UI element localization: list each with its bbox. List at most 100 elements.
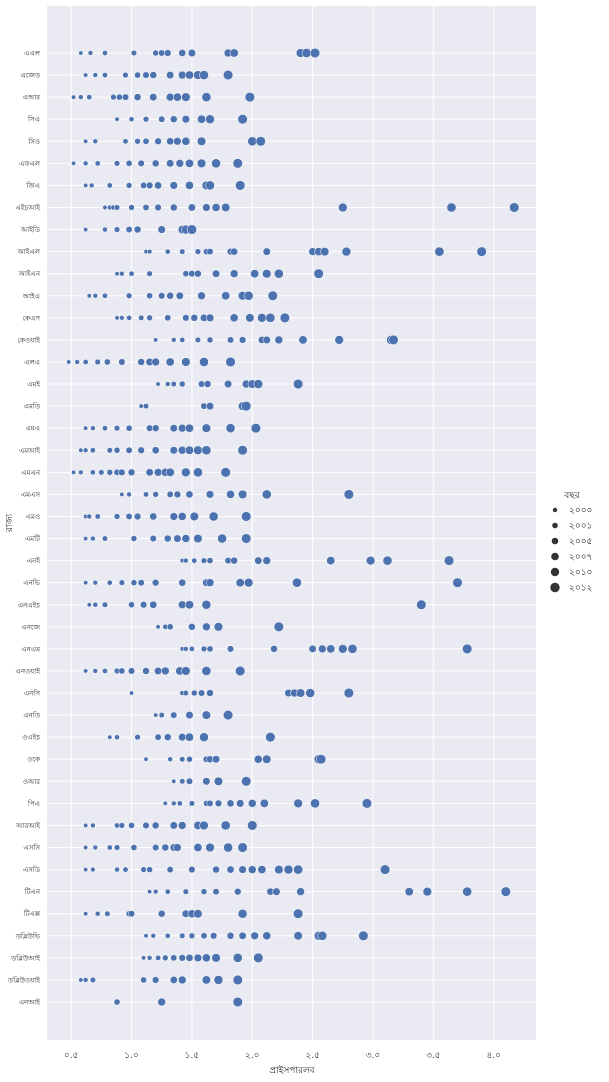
data-point [217, 533, 227, 544]
data-point [183, 646, 189, 652]
data-point [248, 799, 257, 808]
data-point [157, 997, 166, 1007]
data-point [203, 380, 212, 388]
data-point [265, 732, 276, 743]
data-point [94, 358, 101, 366]
data-point [130, 49, 137, 57]
data-point [206, 645, 214, 653]
data-point [137, 159, 145, 167]
data-point [83, 845, 89, 850]
data-point [94, 513, 101, 520]
data-point [232, 158, 243, 169]
y-tick-label: এমও [26, 513, 40, 521]
data-point [188, 800, 195, 807]
data-point [152, 491, 159, 498]
data-point [185, 600, 194, 610]
data-point [186, 756, 193, 763]
data-point [83, 72, 89, 78]
data-point [152, 976, 160, 984]
data-point [142, 137, 150, 145]
y-tick-label: এনভি [23, 579, 41, 587]
data-point [78, 50, 84, 56]
data-point [92, 293, 98, 299]
data-point [170, 115, 178, 123]
data-point [200, 888, 208, 895]
data-point [178, 733, 187, 742]
data-point [178, 380, 186, 388]
data-point [83, 536, 89, 541]
data-point [158, 712, 165, 719]
data-point [229, 269, 239, 278]
y-tick-label: টিএক্স [23, 909, 41, 918]
y-tick-label: এনজে [21, 623, 40, 631]
data-point [189, 646, 195, 652]
data-point [66, 359, 72, 365]
data-point [95, 911, 101, 917]
data-point [201, 423, 211, 433]
data-point [119, 315, 125, 321]
data-point [161, 843, 170, 852]
data-point [193, 445, 203, 455]
data-point [149, 93, 158, 102]
y-tick-label: এমটি [25, 534, 40, 543]
data-point [245, 313, 255, 323]
data-point [178, 821, 187, 830]
data-point [229, 313, 239, 323]
data-point [101, 535, 108, 542]
data-point [90, 425, 96, 431]
data-point [326, 644, 336, 654]
y-tick-label: এমডি [24, 403, 41, 411]
data-point [198, 380, 206, 388]
data-point [341, 246, 352, 257]
data-point [114, 866, 120, 873]
x-tick-label: ২.০ [245, 1051, 260, 1061]
x-tick-label: ০.৫ [64, 1051, 79, 1061]
data-point [293, 931, 303, 941]
data-point [181, 92, 191, 102]
y-tick-label: এমআই [19, 447, 40, 455]
data-point [237, 842, 248, 853]
data-point [83, 668, 89, 674]
data-point [125, 446, 133, 454]
data-point [154, 666, 163, 675]
data-point [170, 711, 178, 719]
y-tick-label: কেএস [22, 314, 40, 322]
data-point [250, 931, 259, 940]
data-point [162, 954, 169, 962]
data-point [206, 557, 214, 564]
data-point [201, 599, 212, 610]
y-tick-label: এনওয়াই [16, 667, 41, 675]
data-point [200, 932, 208, 940]
data-point [446, 202, 457, 213]
data-point [225, 423, 236, 434]
data-point [358, 930, 369, 941]
data-point [149, 71, 158, 79]
data-point [118, 822, 125, 829]
data-point [129, 690, 134, 696]
data-point [309, 47, 321, 59]
data-point [130, 844, 138, 851]
data-point [226, 645, 235, 653]
data-point [113, 447, 121, 454]
data-point [173, 534, 182, 543]
data-point [236, 799, 245, 808]
legend-marker [551, 537, 559, 545]
data-point [262, 269, 272, 279]
data-point [125, 160, 133, 167]
data-point [257, 865, 267, 874]
data-point [181, 115, 190, 124]
x-tick-label: ৪.০ [486, 1051, 501, 1061]
y-tick-label: এমই [27, 381, 40, 389]
data-point [296, 688, 306, 698]
data-point [126, 292, 133, 299]
data-point [179, 756, 186, 763]
data-point [298, 335, 308, 345]
data-point [186, 224, 197, 235]
data-point [125, 513, 133, 520]
data-point [310, 798, 320, 809]
data-point [166, 491, 174, 498]
data-point [293, 864, 304, 875]
data-point [92, 72, 98, 78]
data-point [175, 291, 184, 300]
legend: বছর ২০০০ ২০০১ ২০০৫ ২০০৭ ২০১০ ২০১২ [550, 491, 593, 594]
